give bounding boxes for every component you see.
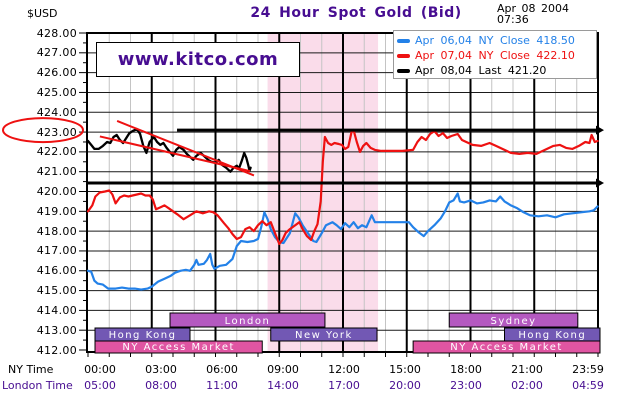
y-axis-label: 424.00: [36, 105, 77, 119]
y-axis-labels: 428.00 427.00 426.00 425.00 424.00 423.00 422.…: [0, 0, 78, 360]
plot-border: [86, 32, 599, 353]
legend: Apr 06,04 NY Close 418.50 Apr 07,04 NY Cl…: [393, 30, 597, 79]
annotation-trendline: [99, 135, 251, 173]
market-session-label: Hong Kong: [109, 330, 177, 341]
legend-label: Apr 08,04 Last 421.20: [415, 64, 547, 77]
annotation-hline-arrow: [596, 125, 604, 135]
x-axis-tick-london: 14:00: [267, 379, 299, 392]
x-axis-tick-london: 20:00: [389, 379, 421, 392]
market-session-label: NY Access Market: [450, 342, 563, 353]
x-axis-tick-ny: 09:00: [267, 363, 299, 376]
x-axis-tick-ny: 00:00: [84, 363, 116, 376]
y-axis-label: 428.00: [36, 26, 77, 40]
y-axis-label: 415.00: [36, 284, 77, 298]
x-axis-tick-london: 17:00: [328, 379, 360, 392]
x-axis-tick-ny: 03:00: [145, 363, 177, 376]
y-axis-label: 421.00: [36, 165, 77, 179]
market-session-label: NY Access Market: [122, 342, 235, 353]
annotation-ellipse: [2, 117, 84, 144]
x-axis-tick-london: 23:00: [450, 379, 482, 392]
x-axis-tick-ny: 23:59: [572, 363, 604, 376]
market-session-bar: [412, 340, 601, 354]
y-axis-label: 414.00: [36, 303, 77, 317]
y-axis-label: 416.00: [36, 264, 77, 278]
y-axis-label: 412.00: [36, 343, 77, 357]
market-session-label: Hong Kong: [518, 330, 586, 341]
y-axis-label: 422.00: [36, 145, 77, 159]
legend-marker-icon: [397, 53, 410, 58]
x-axis-tick-london: 11:00: [206, 379, 238, 392]
price-series-1: [86, 129, 599, 246]
page-title: 24 Hour Spot Gold (Bid): [250, 5, 462, 21]
currency-label: $USD: [27, 7, 58, 20]
market-session-label: Sydney: [491, 316, 537, 327]
ny-time-label: NY Time: [8, 363, 54, 376]
y-axis-label: 427.00: [36, 46, 77, 60]
x-axis-ny-time-row: NY Time 00:00 03:00 06:00 09:00 12:00 15:00 18…: [0, 363, 630, 376]
x-axis-tick-ny: 15:00: [389, 363, 421, 376]
legend-item: Apr 08,04 Last 421.20: [394, 63, 596, 78]
price-series-2: [86, 127, 252, 173]
x-axis-tick-ny: 12:00: [328, 363, 360, 376]
legend-item: Apr 06,04 NY Close 418.50: [394, 33, 596, 48]
kitco-watermark-box: www.kitco.com: [96, 42, 300, 77]
y-axis-label: 426.00: [36, 66, 77, 80]
market-session-label: New York: [295, 330, 353, 341]
y-axis-label: 418.00: [36, 224, 77, 238]
annotation-hline-arrow: [596, 178, 604, 188]
chart-time: 07:36: [497, 13, 529, 26]
price-series-0: [86, 192, 599, 291]
market-session-bar: [94, 340, 263, 354]
x-axis-london-time-row: London Time 05:00 08:00 11:00 14:00 17:00 20:…: [0, 379, 630, 392]
y-axis-label: 413.00: [36, 323, 77, 337]
market-session-label: London: [225, 316, 271, 327]
legend-label: Apr 07,04 NY Close 422.10: [415, 49, 575, 62]
kitco-watermark-link[interactable]: www.kitco.com: [117, 49, 279, 70]
chart-date: Apr 08 2004: [497, 2, 570, 15]
y-axis-label: 419.00: [36, 204, 77, 218]
y-axis-label: 423.00: [36, 125, 77, 139]
legend-label: Apr 06,04 NY Close 418.50: [415, 34, 575, 47]
ny-session-band: [267, 33, 379, 352]
london-time-label: London Time: [2, 379, 73, 392]
legend-marker-icon: [397, 68, 410, 73]
x-axis-tick-ny: 06:00: [206, 363, 238, 376]
chart-timestamp: Apr 08 2004 07:36: [497, 3, 569, 25]
legend-marker-icon: [397, 38, 410, 43]
x-axis-tick-london: 08:00: [145, 379, 177, 392]
market-session-bar: [270, 327, 378, 342]
y-axis-label: 425.00: [36, 85, 77, 99]
y-axis-label: 420.00: [36, 185, 77, 198]
x-axis-tick-london: 05:00: [84, 379, 116, 392]
legend-item: Apr 07,04 NY Close 422.10: [394, 48, 596, 63]
x-axis-tick-ny: 18:00: [450, 363, 482, 376]
market-session-bar: [169, 312, 326, 328]
market-session-bar: [448, 312, 579, 328]
x-axis-tick-london: 04:59: [572, 379, 604, 392]
x-axis-tick-ny: 21:00: [511, 363, 543, 376]
x-axis-tick-london: 02:00: [511, 379, 543, 392]
y-axis-label: 417.00: [36, 244, 77, 258]
